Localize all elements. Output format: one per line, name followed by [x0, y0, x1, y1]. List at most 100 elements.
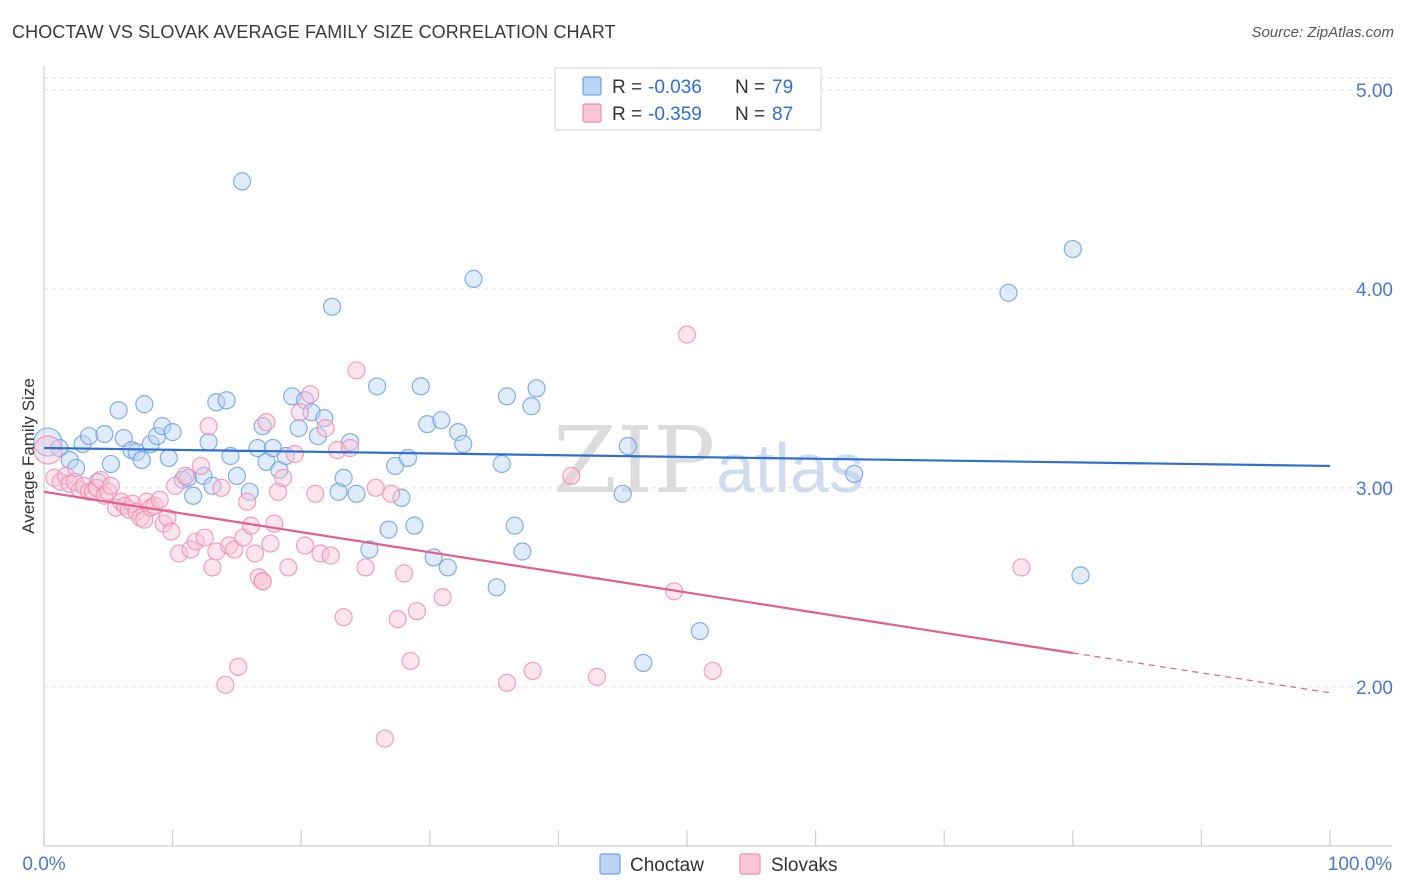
choctaw-point — [184, 486, 203, 505]
slovaks-point — [169, 544, 189, 563]
choctaw-point — [1071, 566, 1090, 585]
choctaw-point — [527, 379, 546, 398]
slovaks-point — [497, 673, 517, 692]
choctaw-point — [618, 436, 637, 456]
correlation-legend: R = -0.036 N = 79 R = -0.359 N = 87 — [554, 67, 822, 131]
slovaks-point — [340, 438, 360, 458]
slovaks-point — [316, 419, 335, 438]
slovaks-point — [279, 558, 298, 577]
slovaks-point — [562, 466, 581, 485]
choctaw-point — [199, 432, 218, 452]
slovaks-point — [388, 610, 407, 629]
legend-swatch-choctaw — [582, 76, 602, 96]
slovaks-point — [394, 564, 414, 583]
slovaks-point — [285, 444, 304, 464]
slovaks-point — [306, 484, 325, 503]
slovaks-point — [366, 478, 385, 497]
choctaw-point — [464, 269, 483, 288]
y-tick-label: 4.00 — [1356, 280, 1393, 301]
slovaks-point — [51, 472, 70, 491]
slovaks-point — [268, 482, 288, 501]
choctaw-trend-line — [43, 446, 1331, 468]
source-credit: Source: ZipAtlas.com — [1251, 24, 1394, 41]
choctaw-point — [203, 476, 222, 495]
trend-lines — [43, 446, 1331, 694]
y-tick-label: 2.00 — [1356, 678, 1393, 699]
choctaw-point — [329, 482, 348, 501]
slovaks-point — [162, 522, 181, 541]
legend-choctaw-n-value: 79 — [772, 77, 793, 98]
legend-slovaks-r-value: -0.359 — [648, 104, 702, 125]
choctaw-point — [405, 516, 424, 535]
legend-slovaks-n-value: 87 — [772, 104, 793, 125]
slovaks-point — [407, 602, 427, 621]
slovaks-point — [176, 466, 195, 485]
slovaks-point — [212, 478, 231, 497]
choctaw-point — [411, 377, 430, 396]
choctaw-point — [522, 397, 541, 416]
slovaks-point — [216, 675, 235, 694]
choctaw-point — [217, 391, 236, 410]
bottom-legend-swatch-choctaw — [599, 853, 621, 875]
slovaks-point — [191, 456, 210, 476]
slovaks-point — [356, 558, 375, 577]
choctaw-point — [690, 621, 709, 641]
slovaks-point — [301, 385, 320, 404]
choctaw-point — [334, 468, 353, 487]
slovaks-point — [334, 608, 353, 627]
y-tick-label: 3.00 — [1356, 479, 1393, 500]
slovaks-point — [158, 508, 177, 527]
choctaw-point — [392, 488, 411, 507]
y-tick-labels: 2.00 3.00 4.00 5.00 — [1356, 81, 1393, 699]
choctaw-point — [132, 450, 151, 470]
choctaw-point — [999, 283, 1018, 302]
slovaks-point — [321, 546, 340, 565]
choctaw-point — [367, 377, 387, 396]
slovaks-point — [375, 729, 394, 748]
slovaks-point — [587, 667, 607, 686]
choctaw-point — [109, 401, 128, 420]
slovaks-point — [433, 588, 452, 607]
slovaks-points — [33, 325, 1031, 748]
x-tick-label-min: 0.0% — [22, 854, 65, 875]
choctaw-point — [379, 520, 398, 539]
choctaw-point — [634, 653, 653, 673]
choctaw-point — [289, 419, 308, 438]
watermark-zip: ZIP — [553, 407, 715, 514]
choctaw-point — [454, 434, 473, 454]
legend-slovaks-n-label: N = — [735, 104, 765, 125]
slovaks-point — [1012, 558, 1031, 577]
legend-choctaw-n-label: N = — [735, 77, 765, 98]
choctaw-point — [159, 448, 178, 468]
choctaw-point — [248, 438, 267, 458]
choctaw-point — [95, 424, 114, 444]
slovaks-point — [382, 484, 401, 503]
slovaks-point — [401, 651, 420, 671]
slovaks-point — [274, 468, 293, 487]
y-tick-label: 5.00 — [1356, 81, 1393, 102]
slovaks-point — [238, 492, 257, 511]
choctaw-point — [322, 297, 342, 316]
chart-title: CHOCTAW VS SLOVAK AVERAGE FAMILY SIZE CO… — [12, 22, 616, 42]
slovaks-point — [290, 403, 310, 422]
choctaw-point — [497, 387, 517, 406]
slovaks-point — [203, 558, 222, 577]
slovaks-point — [33, 435, 63, 465]
slovaks-point — [703, 661, 722, 680]
choctaw-point — [432, 411, 451, 430]
slovaks-point — [295, 536, 315, 555]
slovaks-trend-line — [43, 490, 1073, 655]
watermark-atlas: atlas — [716, 429, 864, 507]
choctaw-point — [232, 172, 252, 191]
bottom-legend-swatch-slovaks — [739, 853, 761, 875]
slovaks-point — [261, 534, 280, 553]
slovaks-point — [257, 413, 276, 432]
slovaks-point — [347, 361, 366, 380]
series-legend: Choctaw Slovaks — [599, 853, 838, 876]
gridlines — [44, 77, 1392, 688]
choctaw-point — [347, 484, 366, 503]
slovaks-point — [186, 532, 205, 551]
x-tick-label-max: 100.0% — [1328, 854, 1393, 875]
choctaw-point — [163, 423, 182, 442]
